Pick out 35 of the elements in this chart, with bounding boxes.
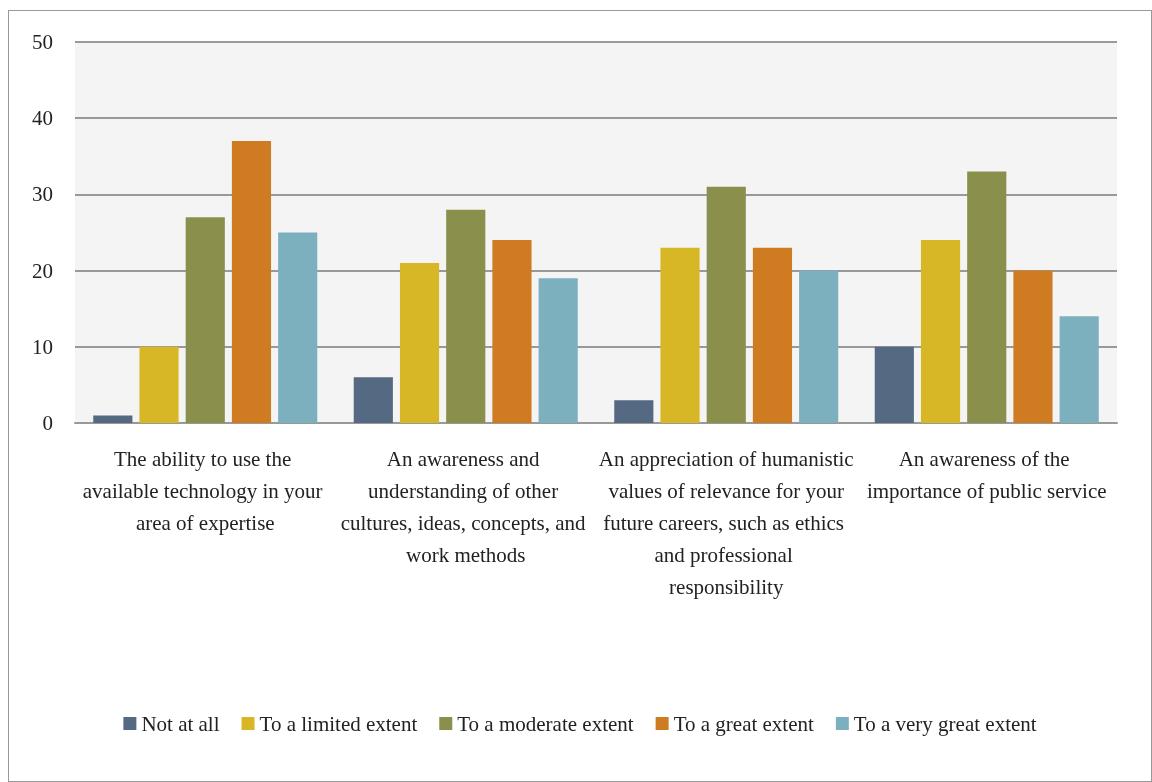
y-tick-label: 40 [32,106,53,131]
bar [231,141,272,423]
bar [660,247,700,423]
y-tick-label: 0 [42,411,53,435]
bar [920,240,961,423]
bar [399,262,440,423]
legend-label: To a very great extent [853,711,1037,736]
bar [538,278,578,423]
y-tick-label: 10 [32,334,53,359]
bar [799,270,839,423]
bar [614,400,654,423]
legend-label: To a moderate extent [457,711,634,736]
bar [185,217,225,423]
x-tick-label: An awareness of the importance of public service [866,447,1107,503]
bar [1013,270,1053,423]
x-tick-label: An awareness and understanding of other cultures, ideas, concepts, and work methods [340,447,591,567]
legend-label: Not at all [141,711,220,736]
y-tick-label: 20 [32,258,53,283]
y-tick-label: 30 [32,182,53,207]
bar [278,232,318,423]
x-tick-label: The ability to use the available technology in your area of expertise [82,447,328,535]
x-tick-label: An appreciation of humanistic values of relevance for your future careers, such as ethics and professional responsibility [598,447,854,599]
legend-label: To a great extent [673,711,815,736]
bar [706,186,746,423]
bar [967,171,1007,423]
bar [492,240,532,423]
y-tick-label: 50 [32,30,53,54]
bar [353,377,393,423]
bar [93,415,133,423]
bar [1059,316,1099,423]
bar [446,209,486,423]
legend-label: To a limited extent [259,711,418,736]
bar [139,346,179,423]
bar [874,346,914,423]
bar [752,247,793,423]
